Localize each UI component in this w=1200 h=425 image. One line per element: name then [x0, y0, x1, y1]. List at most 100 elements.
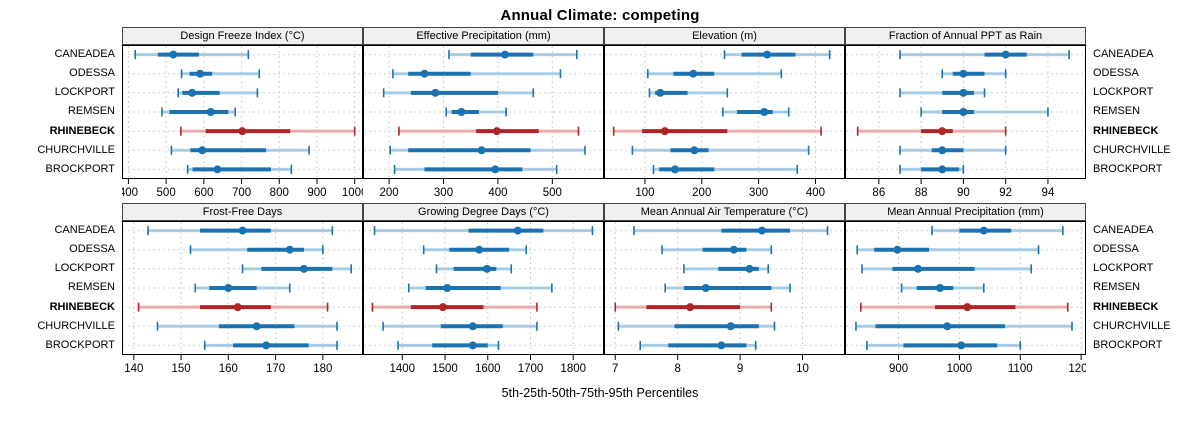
station-labels-left: CANEADEA ODESSA LOCKPORT REMSEN RHINEBECK CHU…	[0, 203, 122, 377]
median-dot	[959, 108, 968, 116]
interval-lockport	[861, 264, 1033, 274]
median-dot	[285, 245, 294, 254]
strip-spacer	[0, 203, 122, 221]
median-dot	[690, 146, 699, 155]
x-axis-caption: 5th-25th-50th-75th-95th Percentiles	[501, 386, 699, 400]
interval-remsen	[664, 283, 791, 293]
station-label: CANEADEA	[54, 48, 115, 61]
panel-plot-mean-annual-air-temperature-c	[604, 221, 845, 355]
median-dot	[224, 284, 233, 292]
interval-odessa	[941, 69, 1007, 79]
axis-tick-label: 200	[692, 187, 711, 199]
axis-tick-label: 1800	[560, 363, 586, 375]
station-label: LOCKPORT	[54, 86, 115, 99]
station-label: RHINEBECK	[49, 300, 115, 313]
axis-tick-label: 600	[194, 187, 213, 199]
interval-remsen	[407, 283, 553, 293]
interval-rhinebeck	[398, 126, 580, 136]
axis-tick-label: 92	[999, 187, 1012, 199]
interval-lockport	[683, 264, 770, 274]
panel-strip-effective-precipitation-mm: Effective Precipitation (mm)	[363, 27, 604, 45]
median-dot	[457, 108, 466, 116]
panel-strip-mean-annual-air-temperature-c: Mean Annual Air Temperature (°C)	[604, 203, 845, 221]
interval-rhinebeck	[137, 302, 329, 312]
station-label: LOCKPORT	[1093, 86, 1154, 99]
interval-caneadea	[373, 226, 594, 236]
interval-churchville	[156, 321, 338, 331]
median-dot	[188, 88, 197, 97]
strip-spacer	[1086, 27, 1200, 45]
interval-brockport	[393, 164, 558, 174]
median-dot	[206, 108, 215, 116]
station-label: ODESSA	[1093, 243, 1139, 256]
station-label: RHINEBECK	[49, 124, 115, 137]
interval-rhinebeck	[180, 126, 356, 136]
interval-rhinebeck	[856, 126, 1007, 136]
median-dot	[1001, 50, 1010, 59]
station-label: CANEADEA	[1093, 48, 1154, 61]
axis-tick-label: 86	[872, 187, 885, 199]
axis-tick-label: 500	[157, 187, 176, 199]
station-label: ODESSA	[1093, 67, 1139, 80]
panel-cell-1: Design Freeze Index (°C) 400 500 600 700 800 9…	[122, 27, 363, 201]
median-dot	[213, 165, 222, 174]
panel-cell-7: Mean Annual Air Temperature (°C) 7 8 9 10	[604, 203, 845, 377]
station-label: RHINEBECK	[1093, 124, 1159, 137]
panel-plot-mean-annual-precipitation-mm	[845, 221, 1086, 355]
interval-remsen	[900, 283, 985, 293]
median-dot	[914, 264, 923, 273]
axis-tick-label: 200	[380, 187, 399, 199]
station-label: BROCKPORT	[45, 338, 115, 351]
station-label: RHINEBECK	[1093, 300, 1159, 313]
axis-tick-label: 1400	[390, 363, 416, 375]
axis-tick-label: 400	[806, 187, 825, 199]
station-label: LOCKPORT	[54, 262, 115, 275]
interval-remsen	[920, 107, 1049, 117]
interval-brockport	[186, 164, 293, 174]
median-dot	[729, 245, 738, 254]
panel-cell-6: Growing Degree Days (°C) 1400 1500 1600 1700…	[363, 203, 604, 377]
station-label: CHURCHVILLE	[37, 319, 115, 332]
station-labels-left: CANEADEA ODESSA LOCKPORT REMSEN RHINEBECK CHU…	[0, 27, 122, 201]
median-dot	[745, 264, 754, 273]
station-labels-right: CANEADEA ODESSA LOCKPORT REMSEN RHINEBECK CHU…	[1086, 27, 1200, 201]
interval-caneadea	[134, 50, 250, 60]
panel-plot-fraction-of-annual-ppt-as-rain	[845, 45, 1086, 179]
chart-title: Annual Climate: competing	[500, 7, 700, 24]
panel-cell-8: Mean Annual Precipitation (mm) 900 1000 110…	[845, 203, 1086, 377]
median-dot	[431, 88, 440, 97]
interval-rhinebeck	[614, 302, 773, 312]
station-label: BROCKPORT	[1093, 338, 1163, 351]
panel-plot-effective-precipitation-mm	[363, 45, 604, 179]
strip-spacer	[0, 27, 122, 45]
trellis-row-1: CANEADEA ODESSA LOCKPORT REMSEN RHINEBECK CHU…	[0, 27, 1200, 201]
trellis-row-2: CANEADEA ODESSA LOCKPORT REMSEN RHINEBECK CHU…	[0, 203, 1200, 377]
median-dot	[689, 69, 698, 78]
panel-plot-frost-free-days	[122, 221, 363, 355]
station-label: REMSEN	[1093, 281, 1141, 294]
median-dot	[938, 127, 947, 136]
panel-plot-design-freeze-index-c	[122, 45, 363, 179]
axis-tick-label: 9	[737, 363, 743, 375]
median-dot	[660, 127, 669, 136]
median-dot	[963, 303, 972, 312]
median-dot	[252, 322, 261, 331]
median-dot	[238, 226, 247, 235]
axis-tick-label: 1600	[475, 363, 501, 375]
median-dot	[169, 50, 178, 59]
interval-churchville	[170, 145, 310, 155]
station-label: CHURCHVILLE	[1093, 319, 1171, 332]
station-label: REMSEN	[1093, 105, 1141, 118]
panel-axis-design-freeze-index-c: 400 500 600 700 800 900 1000	[122, 179, 363, 199]
interval-remsen	[194, 283, 291, 293]
axis-tick-label: 400	[122, 187, 138, 199]
axis-tick-label: 150	[171, 363, 190, 375]
interval-brockport	[203, 340, 338, 350]
axis-tick-label: 1500	[432, 363, 458, 375]
interval-rhinebeck	[371, 302, 538, 312]
interval-caneadea	[448, 50, 578, 60]
interval-rhinebeck	[612, 126, 822, 136]
panel-strip-growing-degree-days-c: Growing Degree Days (°C)	[363, 203, 604, 221]
axis-tick-label: 90	[957, 187, 970, 199]
axis-tick-label: 94	[1042, 187, 1055, 199]
